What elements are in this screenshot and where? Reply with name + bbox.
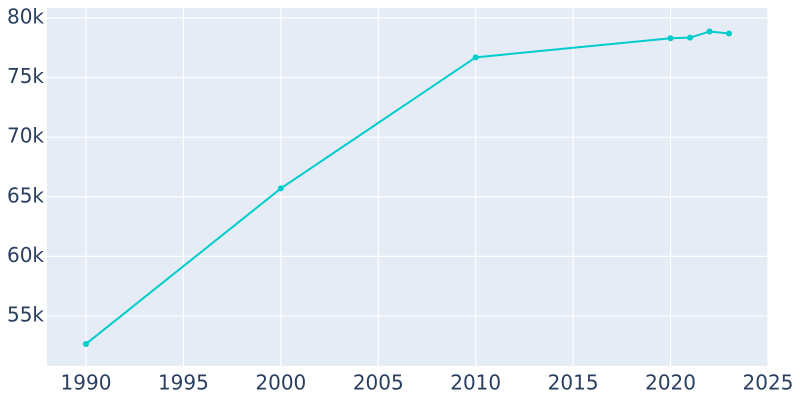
x-tick-label: 1995 (158, 371, 209, 395)
marker (472, 54, 479, 61)
y-tick-label: 65k (7, 183, 44, 207)
x-tick-label: 2025 (743, 371, 794, 395)
y-tick-label: 75k (7, 64, 44, 88)
marker (706, 28, 713, 35)
plot-area (47, 8, 768, 366)
x-tick-label: 2010 (450, 371, 501, 395)
x-tick-label: 1990 (61, 371, 112, 395)
marker (726, 30, 733, 37)
x-tick-label: 2000 (255, 371, 306, 395)
marker (667, 35, 674, 42)
marker (82, 340, 89, 347)
y-tick-label: 60k (7, 243, 44, 267)
x-tick-label: 2020 (645, 371, 696, 395)
x-tick-label: 2015 (548, 371, 599, 395)
y-tick-label: 70k (7, 124, 44, 148)
y-tick-label: 55k (7, 302, 44, 326)
marker (277, 185, 284, 192)
x-tick-label: 2005 (353, 371, 404, 395)
y-tick-label: 80k (7, 5, 44, 29)
marker (687, 34, 694, 41)
